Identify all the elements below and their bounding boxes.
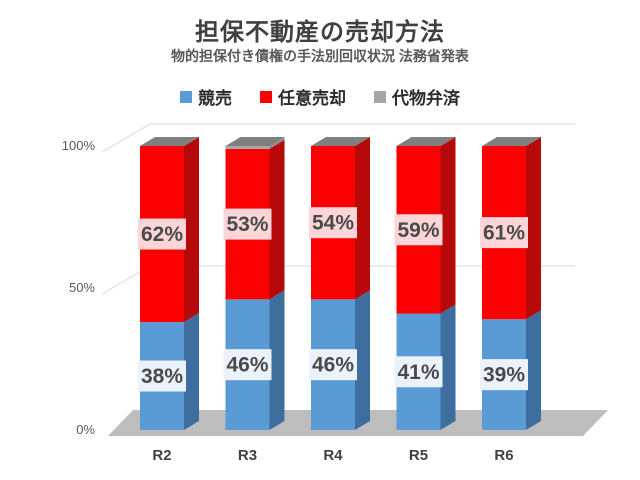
label-text-R5-seg-0: 41%	[397, 361, 439, 384]
bar-R5-top	[396, 137, 456, 146]
bar-R3-seg-1-side	[269, 139, 285, 300]
y-tick-0%: 0%	[76, 422, 95, 437]
legend-item-0: 競売	[180, 84, 232, 109]
label-text-R4-seg-1: 54%	[312, 212, 354, 235]
bar-R3-seg-2-front	[225, 146, 270, 149]
label-box-R4-seg-1	[309, 207, 357, 239]
legend-label-1: 任意売却	[278, 89, 346, 108]
bar-R4-seg-1-side	[355, 137, 370, 300]
label-text-R5-seg-1: 59%	[397, 219, 439, 242]
y-tick-100%: 100%	[62, 138, 96, 153]
bar-R2-seg-1-side	[184, 137, 199, 323]
chart-legend: 競売 任意売却 代物弁済	[0, 84, 640, 109]
x-label-R3: R3	[238, 447, 257, 464]
x-label-R6: R6	[494, 447, 513, 464]
label-box-R2-seg-1	[138, 218, 186, 250]
label-box-R6-seg-1	[480, 217, 528, 249]
bar-R2-top	[140, 137, 199, 146]
bar-R5-seg-1-side	[440, 137, 456, 314]
gridline-100%	[101, 123, 575, 153]
legend-item-1: 任意売却	[260, 84, 346, 109]
legend-label-2: 代物弁済	[392, 89, 460, 108]
legend-label-0: 競売	[198, 89, 232, 108]
bar-R3-seg-2-side	[269, 137, 285, 149]
label-box-R6-seg-0	[480, 359, 528, 391]
label-text-R4-seg-0: 46%	[312, 354, 354, 377]
legend-item-2: 代物弁済	[374, 84, 460, 109]
bar-R2-seg-0-side	[184, 313, 199, 430]
legend-swatch-1	[260, 90, 272, 103]
x-label-R2: R2	[152, 447, 171, 464]
bar-R6-top	[482, 137, 541, 146]
bar-R3-seg-0-side	[269, 290, 285, 430]
bar-R3-top	[225, 137, 285, 146]
chart-title: 担保不動産の売却方法	[195, 19, 445, 46]
label-text-R6-seg-0: 39%	[483, 364, 525, 387]
bar-R5-seg-0-side	[440, 304, 456, 430]
label-text-R3-seg-1: 53%	[226, 213, 268, 236]
x-label-R5: R5	[409, 447, 428, 464]
legend-swatch-0	[180, 90, 192, 103]
bar-R6-seg-1-side	[526, 137, 541, 320]
chart-subtitle: 物的担保付き債権の手法別回収状況 法務省発表	[171, 48, 469, 64]
label-text-R2-seg-1: 62%	[141, 223, 183, 246]
y-tick-50%: 50%	[69, 280, 95, 295]
label-box-R5-seg-0	[394, 356, 443, 388]
legend-swatch-2	[374, 90, 386, 103]
x-label-R4: R4	[323, 447, 343, 464]
label-text-R2-seg-0: 38%	[141, 365, 183, 388]
bar-R4-top	[311, 137, 370, 146]
bar-R6-seg-0-side	[526, 310, 541, 430]
label-text-R3-seg-0: 46%	[226, 354, 268, 377]
label-text-R6-seg-1: 61%	[483, 222, 525, 245]
bar-R4-seg-0-side	[355, 290, 370, 430]
label-box-R5-seg-1	[394, 214, 443, 246]
label-box-R4-seg-0	[309, 349, 357, 381]
label-box-R2-seg-0	[138, 360, 186, 392]
label-box-R3-seg-1	[223, 208, 272, 240]
label-box-R3-seg-0	[223, 349, 272, 381]
